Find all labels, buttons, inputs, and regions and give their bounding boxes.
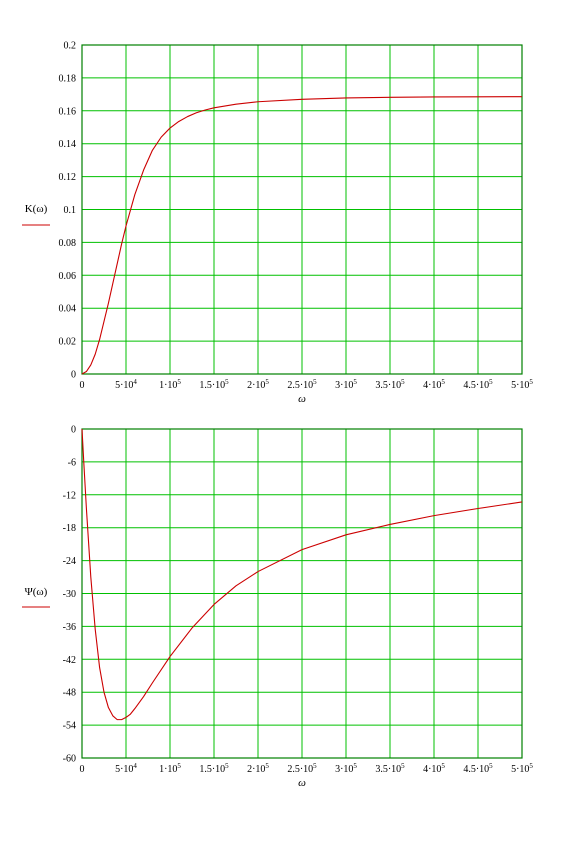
- y-tick-label: 0.2: [64, 41, 77, 52]
- x-tick-label: 4·105: [423, 378, 445, 391]
- x-tick-label: 2·105: [247, 378, 269, 391]
- x-axis-label: ω: [298, 777, 306, 789]
- x-tick-label: 3·105: [335, 762, 357, 775]
- y-axis-label: Ψ(ω): [25, 586, 48, 598]
- x-tick-label: 3·105: [335, 378, 357, 391]
- y-tick-label: 0.02: [59, 337, 77, 348]
- series-line: [81, 428, 523, 721]
- y-tick-label: 0.12: [59, 172, 77, 183]
- series-line: [81, 96, 523, 375]
- x-tick-label: 4·105: [423, 762, 445, 775]
- y-tick-label: -24: [63, 556, 76, 567]
- x-tick-label: 4.5·105: [463, 762, 493, 775]
- y-tick-label: -18: [63, 523, 76, 534]
- x-tick-label: 0: [80, 380, 85, 391]
- x-tick-label: 2.5·105: [287, 762, 317, 775]
- x-tick-label: 4.5·105: [463, 378, 493, 391]
- x-tick-label: 5·105: [511, 762, 533, 775]
- x-tick-label: 1.5·105: [199, 378, 229, 391]
- y-tick-label: -48: [63, 688, 76, 699]
- y-tick-label: 0.04: [59, 304, 77, 315]
- x-tick-label: 3.5·105: [375, 762, 405, 775]
- x-tick-label: 5·104: [115, 378, 137, 391]
- x-tick-label: 1.5·105: [199, 762, 229, 775]
- x-tick-label: 1·105: [159, 762, 181, 775]
- x-tick-label: 1·105: [159, 378, 181, 391]
- x-axis-label: ω: [298, 393, 306, 405]
- x-tick-label: 5·105: [511, 378, 533, 391]
- y-tick-label: 0.08: [59, 238, 77, 249]
- x-tick-label: 2.5·105: [287, 378, 317, 391]
- y-tick-label: -30: [63, 589, 76, 600]
- plot-frame: [81, 428, 523, 759]
- y-tick-label: 0.16: [59, 106, 77, 117]
- y-tick-label: 0.06: [59, 271, 77, 282]
- x-tick-label: 3.5·105: [375, 378, 405, 391]
- y-tick-label: 0: [71, 425, 76, 436]
- y-tick-label: -36: [63, 622, 76, 633]
- phase-chart: 0 -6 -12 -18 -24 -30 -36 -42 -48 -54 -60 0 5·104 1·10…: [22, 425, 533, 789]
- y-tick-label: -60: [63, 754, 76, 765]
- magnitude-chart: 0 0.02 0.04 0.06 0.08 0.1 0.12 0.14 0.16 0.18 0.2 0…: [22, 41, 533, 405]
- y-axis-label: K(ω): [25, 203, 48, 215]
- plot-frame: [81, 44, 523, 375]
- y-tick-label: -42: [63, 655, 76, 666]
- x-tick-label: 2·105: [247, 762, 269, 775]
- x-tick-label: 0: [80, 764, 85, 775]
- y-tick-label: 0: [71, 370, 76, 381]
- y-tick-label: -12: [63, 490, 76, 501]
- y-tick-label: 0.1: [64, 205, 77, 216]
- y-tick-label: 0.18: [59, 73, 77, 84]
- y-tick-label: 0.14: [59, 139, 77, 150]
- y-tick-label: -54: [63, 721, 76, 732]
- x-tick-label: 5·104: [115, 762, 137, 775]
- y-tick-label: -6: [68, 457, 76, 468]
